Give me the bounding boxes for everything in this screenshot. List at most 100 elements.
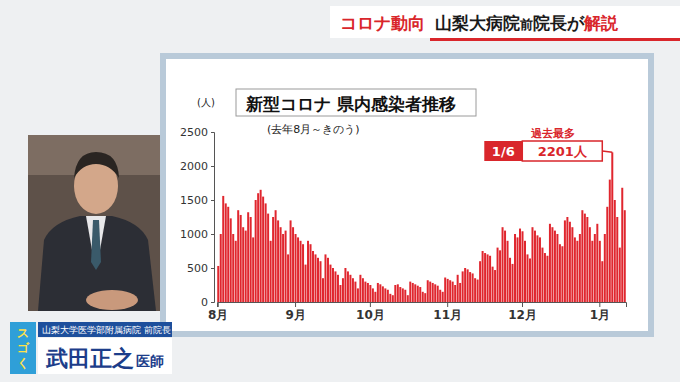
bar — [404, 290, 406, 302]
tick-mark — [211, 132, 214, 133]
bar — [319, 261, 321, 302]
tick-label: 1500 — [180, 194, 208, 207]
caption-role: 前院長 — [144, 325, 171, 335]
bar — [561, 246, 563, 302]
bar — [524, 241, 526, 302]
tick-label: 500 — [187, 262, 208, 275]
bar — [327, 258, 329, 302]
bar — [581, 210, 583, 302]
bar — [499, 250, 501, 302]
bar — [402, 288, 404, 302]
bar — [601, 261, 603, 302]
bar — [367, 283, 369, 302]
bar — [419, 287, 421, 302]
bar — [364, 282, 366, 302]
annotation-pointer — [602, 151, 612, 152]
banner-underline — [430, 38, 680, 41]
bar — [252, 237, 254, 302]
x-tick: 11月 — [433, 302, 462, 322]
title-box — [236, 89, 476, 116]
bar — [409, 282, 411, 302]
bar — [489, 256, 491, 302]
bar — [594, 234, 596, 302]
bar — [457, 275, 459, 302]
y-tick: 2500 — [180, 126, 214, 139]
bar — [337, 275, 339, 302]
bar — [544, 253, 546, 302]
canvas: コロナ動向山梨大病院前院長が解説新型コロナ 県内感染者推移(去年8月～きのう)(… — [0, 0, 680, 382]
bar — [332, 268, 334, 302]
bar — [397, 284, 399, 302]
tick-label: 9月 — [285, 308, 305, 322]
bar — [225, 203, 227, 302]
annotation: 1/62201人過去最多 — [484, 127, 612, 161]
bar — [437, 286, 439, 302]
tick-label: 11月 — [433, 308, 462, 322]
tick-mark — [211, 302, 214, 303]
bar — [517, 237, 519, 302]
bar — [379, 284, 381, 302]
bar — [334, 271, 336, 302]
bar — [280, 227, 282, 302]
bar — [387, 290, 389, 302]
bar — [272, 217, 274, 302]
bar — [554, 231, 556, 302]
bar — [509, 258, 511, 302]
x-tick: 8月 — [208, 302, 228, 322]
tick-label: 12月 — [508, 308, 537, 322]
bar — [566, 217, 568, 302]
bar — [559, 244, 561, 302]
annotation-date-box — [484, 141, 522, 161]
bar — [574, 237, 576, 302]
bar — [287, 254, 289, 302]
tick-mark — [599, 302, 600, 307]
tick-label: 10月 — [356, 308, 385, 322]
image-hair — [74, 152, 119, 178]
bar — [265, 203, 267, 302]
bar — [285, 231, 287, 302]
bar — [609, 180, 611, 302]
bar — [245, 231, 247, 302]
bar — [429, 282, 431, 302]
bar — [374, 292, 376, 302]
bar — [295, 234, 297, 302]
axis-line — [211, 133, 215, 303]
bar — [392, 295, 394, 302]
bar — [339, 285, 341, 302]
bar — [362, 278, 364, 302]
tick-label: 0 — [201, 296, 208, 309]
bar — [322, 278, 324, 302]
banner-topic: コロナ動向 — [340, 13, 425, 33]
bar — [482, 251, 484, 302]
bar — [596, 224, 598, 302]
y-tick: 500 — [187, 262, 214, 275]
bar — [310, 244, 312, 302]
bar — [606, 207, 608, 302]
bar — [539, 237, 541, 302]
bar — [556, 234, 558, 302]
tick-mark — [218, 302, 219, 307]
y-tick: 2000 — [180, 160, 214, 173]
annotation-count-box — [522, 141, 602, 161]
tick-mark — [211, 234, 214, 235]
bar — [394, 285, 396, 302]
bar — [526, 254, 528, 302]
banner-headline: 解説 — [583, 13, 619, 33]
bar — [384, 288, 386, 302]
bar — [579, 234, 581, 302]
bar — [407, 295, 409, 302]
bar — [541, 248, 543, 302]
bar — [522, 231, 524, 302]
bar — [614, 200, 616, 302]
bar — [569, 222, 571, 302]
bar — [611, 152, 613, 302]
bar — [546, 256, 548, 302]
axis-line — [218, 303, 627, 308]
bar — [240, 215, 242, 302]
y-axis: 05001000150020002500 — [180, 126, 215, 309]
bar — [571, 227, 573, 302]
bar — [357, 288, 359, 302]
bar — [217, 266, 219, 302]
bar — [305, 265, 307, 302]
x-axis: 8月9月10月11月12月1月 — [208, 302, 626, 322]
